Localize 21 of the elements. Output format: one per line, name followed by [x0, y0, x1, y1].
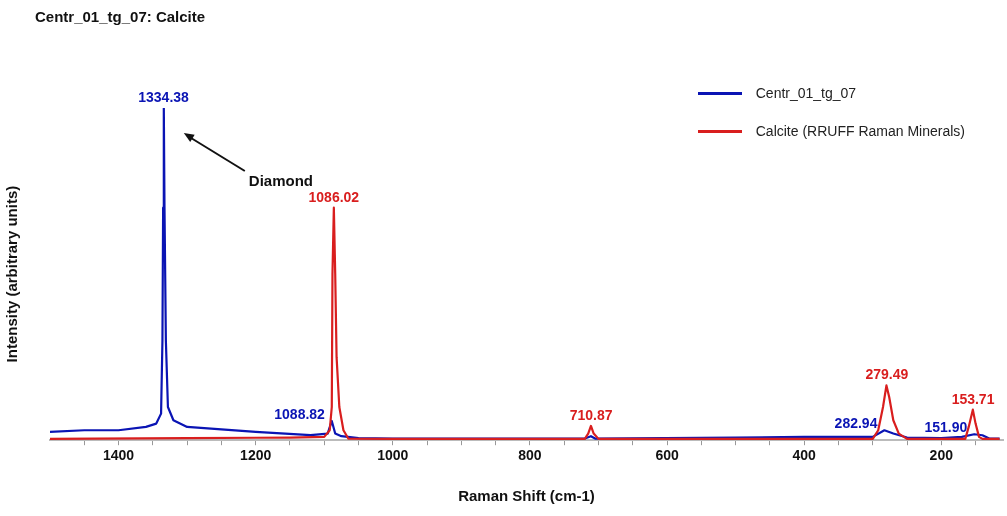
annotation: 1334.38 [138, 89, 190, 105]
x-axis-title: Raman Shift (cm-1) [458, 487, 595, 505]
annotation: 1086.02 [308, 188, 360, 205]
x-tick-label: 200 [929, 447, 954, 464]
x-tick-label: 1000 [377, 447, 409, 464]
legend-label: Centr_01_tg_07 [755, 85, 857, 101]
annotation: 151.90 [924, 419, 968, 436]
annotation: 153.71 [951, 390, 995, 407]
annotation: 282.94 [834, 415, 878, 432]
x-tick-label: 800 [518, 447, 542, 464]
annotation: 1088.82 [274, 405, 326, 422]
annotation: 710.87 [569, 406, 613, 423]
chart-title: Centr_01_tg_07: Calcite [35, 8, 206, 25]
x-tick-label: 1400 [102, 447, 135, 464]
y-axis-title: Intensity (arbitrary units) [3, 185, 21, 363]
annotation: 279.49 [865, 366, 909, 383]
x-tick-label: 1200 [240, 447, 272, 464]
x-tick-label: 600 [655, 447, 679, 464]
annotation: Diamond [248, 172, 313, 189]
x-tick-label: 400 [792, 447, 817, 464]
legend-label: Calcite (RRUFF Raman Minerals) [755, 123, 965, 139]
